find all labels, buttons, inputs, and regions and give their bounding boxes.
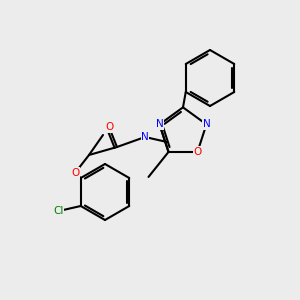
Text: O: O	[71, 168, 79, 178]
Text: N: N	[156, 119, 164, 129]
Text: N: N	[202, 119, 210, 129]
Text: O: O	[105, 122, 113, 132]
Text: Cl: Cl	[54, 206, 64, 216]
Text: N: N	[141, 132, 149, 142]
Text: O: O	[194, 147, 202, 157]
